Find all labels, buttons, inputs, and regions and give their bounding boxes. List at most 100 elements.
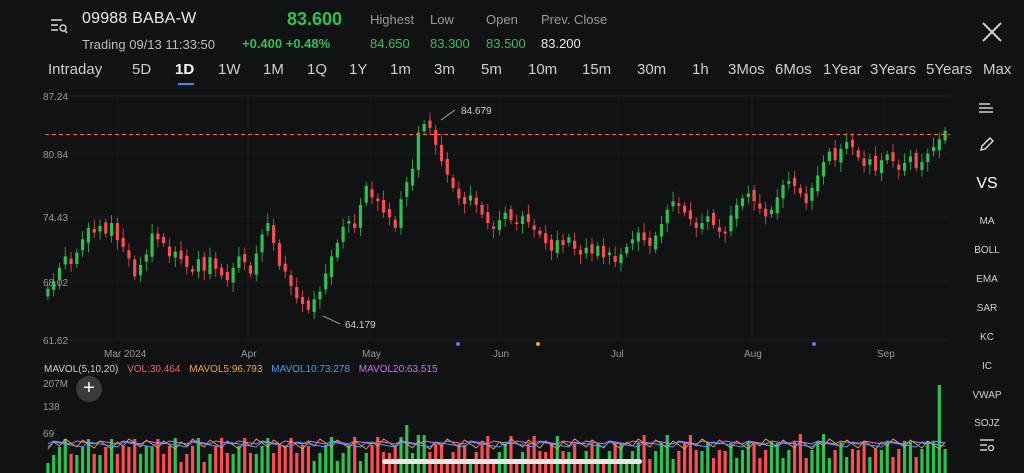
quote-header: 09988 BABA-W 83.600 Trading 09/13 11:33:… [0,0,1024,58]
x-tick-label: Sep [877,349,895,360]
indicator-ema[interactable]: EMA [976,274,998,285]
candle-body [144,254,148,262]
indicator-vwap[interactable]: VWAP [972,390,1002,401]
volume-bar [700,451,704,473]
list-icon[interactable] [978,102,994,116]
volume-bar [306,446,310,473]
candle-body [630,239,635,244]
tab-5d[interactable]: 5D [132,61,152,78]
candlestick-chart[interactable]: 87.24 80.84 74.43 68.02 61.62 Mar 2024 A… [0,88,962,473]
candle-body [607,252,611,256]
tab-15min[interactable]: 15m [582,61,612,78]
candle-body [555,240,559,253]
candle-body [86,227,91,243]
candle-body [306,300,310,310]
candle-body [492,226,496,229]
volume-bar [729,443,733,473]
candle-body [300,297,305,304]
tab-5years[interactable]: 5Years [926,61,973,78]
pencil-icon[interactable] [979,136,995,152]
tab-1hour[interactable]: 1h [692,61,709,78]
event-dot [456,342,460,346]
volume-bar [243,438,247,473]
tab-intraday[interactable]: Intraday [48,61,103,78]
volume-bar [515,460,519,473]
stat-label-low: Low [430,12,454,27]
volume-bar [735,458,739,473]
volume-bar [52,455,56,473]
volume-bar [723,451,727,473]
indicator-sar[interactable]: SAR [976,303,998,314]
price-change: +0.400 +0.48% [242,36,331,51]
indicator-sojz[interactable]: SOJZ [974,418,1000,428]
tab-10min[interactable]: 10m [528,61,558,78]
tab-3years[interactable]: 3Years [870,61,917,78]
volume-bar [283,446,287,473]
candle-body [544,233,548,244]
candle-body [387,209,392,218]
candle-body [584,247,588,254]
volume-bar [578,459,583,473]
tab-1m[interactable]: 1M [263,61,284,78]
high-annotation: 84.679 [461,106,492,117]
volume-bar [75,455,79,473]
candle-body [358,204,363,228]
tab-30min[interactable]: 30m [637,61,667,78]
candle-body [422,124,426,132]
volume-bar [503,444,507,473]
candle-body [329,256,334,277]
candle-body [821,162,826,177]
volume-bar [555,436,559,473]
candle-body [781,184,785,199]
candle-body [764,208,768,217]
candle-body [416,132,420,170]
candle-body [196,259,200,272]
tab-3mos[interactable]: 3Mos [728,61,765,78]
candle-body [410,168,415,186]
candle-body [127,250,131,259]
candle-body [526,214,530,223]
tab-1min[interactable]: 1m [390,61,411,78]
tab-1y[interactable]: 1Y [349,61,368,78]
candle-body [671,201,675,207]
tab-1year[interactable]: 1Year [823,61,862,78]
settings-list-icon[interactable] [979,437,995,453]
indicator-boll[interactable]: BOLL [974,245,1000,256]
volume-bar [683,443,687,473]
candle-body [104,222,108,234]
home-indicator [382,459,642,464]
tab-1d[interactable]: 1D [175,61,195,78]
volume-bar [329,437,334,473]
candle-body [509,209,513,221]
tab-1w[interactable]: 1W [218,61,241,78]
tab-5min[interactable]: 5m [481,61,502,78]
tab-1q[interactable]: 1Q [307,61,328,78]
vs-button[interactable]: VS [976,175,998,192]
add-indicator-button[interactable]: + [76,376,102,402]
candle-body [150,233,154,257]
indicator-ma[interactable]: MA [979,216,995,227]
candle-body [561,240,565,245]
candle-body [463,197,467,204]
candle-body [133,259,137,277]
close-icon[interactable] [980,20,1004,44]
indicator-kc[interactable]: KC [980,332,994,343]
candle-body [943,130,947,141]
indicator-ic[interactable]: IC [982,361,992,372]
tab-3min[interactable]: 3m [434,61,455,78]
candle-body [752,190,756,202]
candle-body [503,212,507,220]
candle-body [138,264,143,276]
candle-body [567,237,571,243]
tab-max[interactable]: Max [983,61,1012,78]
menu-search-icon[interactable] [50,17,68,35]
volume-bar [248,453,253,473]
candle-body [723,231,727,234]
volume-bar [318,453,322,473]
volume-bar [601,459,606,473]
tab-6mos[interactable]: 6Mos [775,61,812,78]
volume-bar [353,437,357,473]
candle-body [109,223,114,236]
candle-body [590,244,594,254]
candle-body [787,181,791,184]
